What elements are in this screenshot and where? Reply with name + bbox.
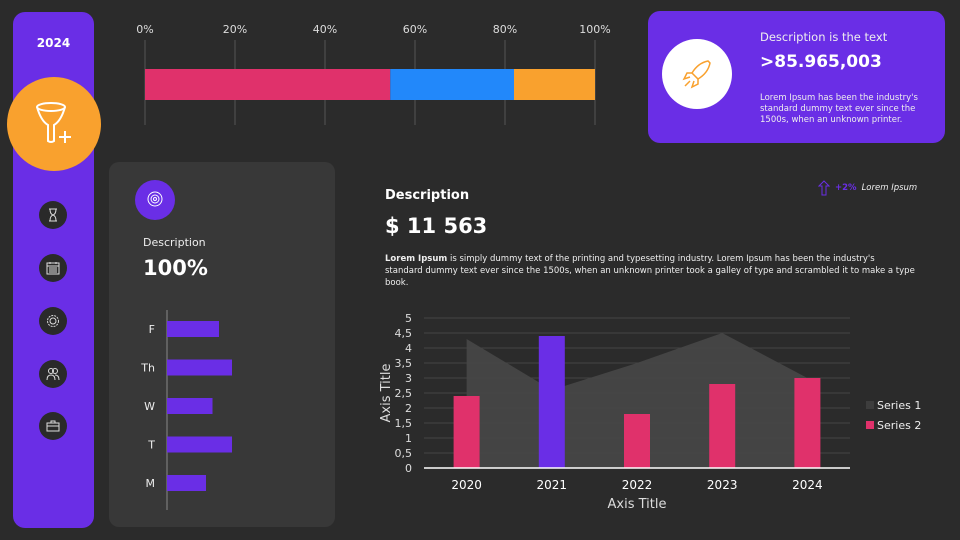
tick-label: 40% [313,23,337,36]
users-icon[interactable] [39,360,67,388]
highlight-title: Description is the text [760,30,888,44]
rocket-icon [662,39,732,109]
summary-title: Description [385,188,470,203]
y-tick-label: 4,5 [395,327,413,340]
tick-label: 20% [223,23,247,36]
bar [167,398,213,414]
category-label: W [144,400,155,413]
stack-segment [514,69,595,100]
category-label: Th [140,362,155,375]
yearly-combo-chart: 0 0,5 1 1,5 2 2,5 3 3,5 4 4,5 5 2020 2021 2022 2023 202… [379,312,921,512]
bar [167,359,232,376]
summary-text: Lorem Ipsum is simply dummy text of the … [385,253,915,289]
gear-icon[interactable] [39,307,67,335]
y-tick-label: 2,5 [395,387,413,400]
weekday-bar-chart: F Th W T M [140,310,232,510]
series-2-bar [624,414,650,468]
legend-label: Series 1 [877,399,921,412]
y-tick-label: 2 [405,402,412,415]
legend-label: Series 2 [877,419,921,432]
series-2-bar [794,378,821,468]
bar [167,475,206,491]
trend-label: Lorem Ipsum [861,183,918,193]
funnel-plus-icon[interactable] [7,77,101,171]
summary-text-body: is simply dummy text of the printing and… [385,254,915,288]
category-label: F [149,323,155,336]
summary-value: $ 11 563 [385,214,488,238]
x-tick-label: 2020 [451,478,482,492]
tick-label: 60% [403,23,427,36]
arrow-up-icon [818,180,830,196]
category-label: T [147,439,155,452]
stack-segment [145,69,391,100]
y-tick-label: 5 [405,312,412,325]
series-2-bar [538,336,565,468]
tick-label: 0% [136,23,153,36]
year-label: 2024 [36,36,71,50]
trend-pct: +2% [835,183,857,193]
stacked-progress-chart: 0% 20% 40% 60% 80% 100% [136,23,611,125]
hourglass-icon[interactable] [39,201,67,229]
summary-text-bold: Lorem Ipsum [385,254,448,264]
legend-swatch [866,401,874,409]
x-axis-title: Axis Title [608,497,667,512]
series-2-bar [453,396,480,468]
x-tick-label: 2021 [537,478,568,492]
category-label: M [146,477,156,490]
briefcase-icon[interactable] [39,412,67,440]
calendar-icon[interactable] [39,254,67,282]
tick-label: 80% [493,23,517,36]
target-icon [135,180,175,220]
highlight-value: >85.965,003 [760,52,882,72]
trend-indicator: +2% Lorem Ipsum [818,180,917,196]
y-tick-label: 0 [405,462,412,475]
y-tick-label: 3 [405,372,412,385]
weekday-card [109,162,335,527]
bar [167,321,219,337]
x-tick-label: 2022 [622,478,653,492]
y-tick-label: 1,5 [395,417,413,430]
x-tick-label: 2023 [707,478,738,492]
y-tick-label: 1 [405,432,412,445]
weekday-card-value: 100% [143,256,208,280]
weekday-card-label: Description [143,236,206,249]
y-tick-label: 3,5 [395,357,413,370]
y-tick-label: 0,5 [395,447,413,460]
x-tick-label: 2024 [792,478,823,492]
y-tick-label: 4 [405,342,412,355]
legend-swatch [866,421,874,429]
y-axis-title: Axis Title [379,364,394,423]
bar [167,436,232,453]
highlight-text: Lorem Ipsum has been the industry's stan… [760,93,918,125]
series-2-bar [709,384,736,468]
tick-label: 100% [579,23,610,36]
stack-segment [390,69,514,100]
